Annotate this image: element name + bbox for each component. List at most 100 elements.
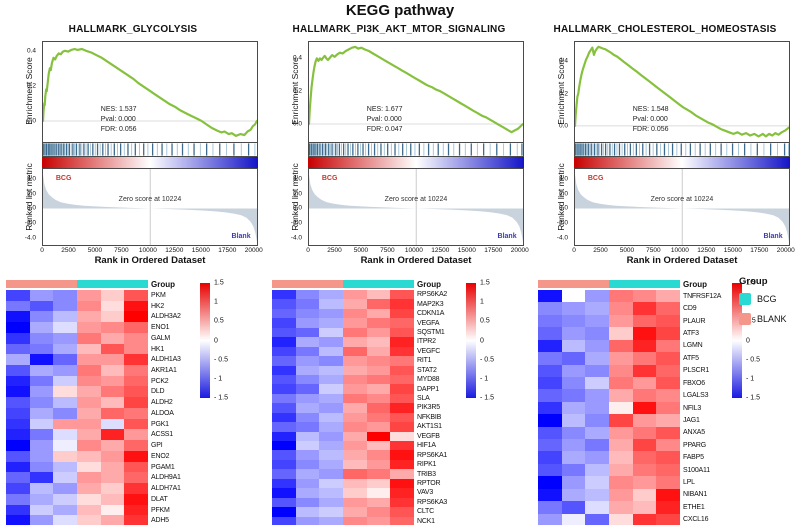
x-tick-label: 15000 — [723, 247, 742, 254]
heatmap-cell — [272, 308, 296, 319]
heatmap-cell — [390, 412, 414, 423]
pathway-title: HALLMARK_CHOLESTEROL_HOMEOSTASIS — [553, 24, 777, 35]
x-tick-label: 17500 — [484, 247, 503, 254]
heatmap-cell — [538, 290, 562, 303]
heatmap-cell — [342, 384, 367, 394]
heatmap-cell — [608, 352, 633, 365]
heatmap-cell — [76, 322, 101, 333]
heatmap-cell — [53, 515, 77, 525]
gene-label: RPS6KA3 — [417, 498, 448, 506]
heatmap-cell — [656, 476, 680, 489]
heatmap-cell — [295, 318, 320, 328]
heatmap-group-label: Group — [417, 280, 441, 289]
gene-label: DLD — [151, 388, 165, 396]
gene-label: NCK1 — [417, 517, 435, 525]
rank-tick-label: -4.0 — [290, 234, 302, 242]
heatmap-cell — [6, 365, 30, 376]
heatmap-cell — [538, 364, 562, 377]
x-tick-label: 20000 — [776, 247, 795, 254]
heatmap-cell — [6, 300, 30, 312]
heatmap-cell — [29, 397, 54, 408]
heatmap-cell — [29, 461, 54, 473]
heatmap-main — [538, 280, 680, 525]
gene-label: NIBAN1 — [683, 491, 708, 499]
heatmap-cell — [632, 439, 657, 452]
heatmap-cell — [29, 311, 54, 323]
heatmap-cell — [29, 418, 54, 430]
heatmap-cell — [53, 493, 77, 505]
heatmap-cell — [124, 461, 148, 473]
nes-value: NES: 1.677 — [366, 106, 403, 113]
heatmap-cell — [319, 356, 343, 366]
heatmap-cell — [608, 389, 633, 402]
heatmap-cell — [100, 365, 125, 376]
heatmap-cell — [76, 397, 101, 408]
heatmap-cell — [342, 356, 367, 366]
rank-tick-label: 4.0 — [26, 175, 36, 183]
nes-value: NES: 1.548 — [632, 106, 669, 113]
heatmap-cell — [561, 327, 586, 340]
heatmap-cell — [561, 352, 586, 365]
heatmap-cell — [390, 308, 414, 319]
heatmap-cell — [76, 429, 101, 441]
heatmap-cell — [390, 478, 414, 489]
colorbar-tick-label: - 1.5 — [480, 394, 495, 402]
heatmap-cell — [272, 516, 296, 525]
heatmap-cell — [29, 472, 54, 484]
rank-tick-label: -4.0 — [24, 234, 36, 242]
heatmap-cell — [342, 374, 367, 385]
heatmap-cell — [272, 441, 296, 451]
enrichment-curve — [43, 47, 257, 138]
heatmap-cell — [124, 365, 148, 376]
heatmap-cell — [366, 337, 391, 347]
es-y-ticks: 0.4 0.2 0.0 — [6, 42, 39, 142]
heatmap-cell — [124, 311, 148, 323]
heatmap-grid — [6, 290, 148, 525]
x-tick-label: 7500 — [114, 247, 129, 254]
heatmap-cell — [632, 364, 657, 377]
pathway-title: HALLMARK_PI3K_AKT_MTOR_SIGNALING — [292, 24, 506, 35]
heatmap-cell — [561, 364, 586, 377]
gene-label: NFKBIB — [417, 413, 442, 421]
heatmap-cell — [76, 332, 101, 344]
heatmap-cell — [100, 332, 125, 344]
es-tick-label: 0.0 — [292, 120, 302, 128]
gene-label: HIF1A — [417, 442, 436, 450]
heatmap-cell — [390, 318, 414, 328]
heatmap-cell — [366, 346, 391, 357]
gene-label: CDKN1A — [417, 310, 445, 318]
heatmap-cell — [538, 426, 562, 440]
heatmap-cell — [390, 337, 414, 347]
heatmap-cell — [656, 401, 680, 415]
gene-label: GPI — [151, 442, 163, 450]
es-y-ticks: 0.4 0.2 0.0 — [538, 42, 571, 142]
gene-label: TNFRSF12A — [683, 292, 722, 300]
es-tick-label: 0.2 — [26, 82, 36, 90]
heatmap-cell — [53, 332, 77, 344]
heatmap-cell — [561, 426, 586, 440]
heatmap-main — [6, 280, 148, 525]
heatmap-cell — [342, 327, 367, 338]
heatmap-cell — [319, 431, 343, 441]
fdr-value: FDR: 0.056 — [632, 126, 669, 133]
colorbar-gradient — [732, 283, 742, 398]
heatmap-cell — [390, 469, 414, 479]
heatmap-cell — [124, 504, 148, 516]
heatmap-cell — [272, 384, 296, 394]
heatmap-cell — [585, 426, 609, 440]
heatmap-cell — [124, 375, 148, 387]
heatmap-cell — [319, 497, 343, 508]
gene-label: ALDH1A3 — [151, 356, 181, 364]
heatmap-cell — [29, 429, 54, 441]
gene-label: PLAUR — [683, 317, 706, 325]
heatmap-cell — [29, 515, 54, 525]
heatmap-cell — [272, 412, 296, 423]
heatmap-cell — [124, 450, 148, 462]
rank-tick-label: -2.0 — [24, 219, 36, 227]
heatmap-cell — [585, 389, 609, 402]
heatmap-cell — [538, 314, 562, 328]
gene-label: S100A11 — [683, 466, 710, 474]
gene-labels: TNFRSF12A CD9 PLAUR ATF3 LGMN ATF5 PLSCR1 FBXO6… — [683, 290, 727, 525]
heatmap-cell — [319, 393, 343, 404]
colorbar-tick-label: 0 — [214, 337, 218, 344]
